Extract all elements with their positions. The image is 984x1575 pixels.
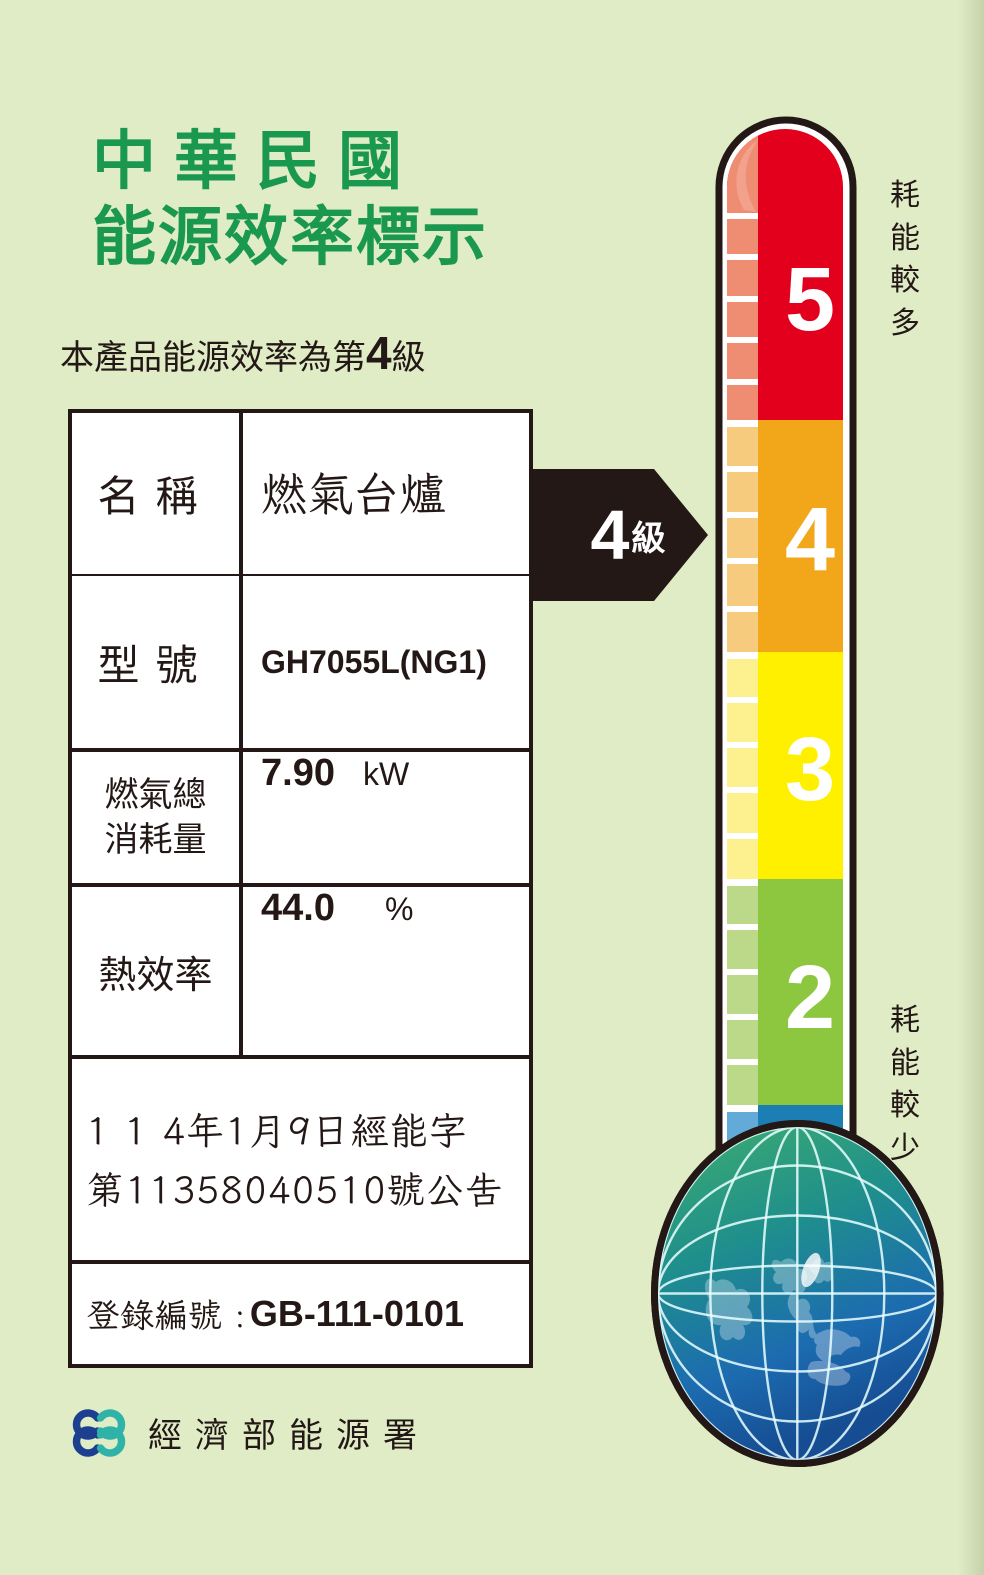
svg-text:5: 5: [785, 250, 835, 350]
svg-text:2: 2: [785, 948, 835, 1048]
svg-text:4: 4: [785, 490, 835, 590]
svg-text:3: 3: [785, 720, 835, 820]
